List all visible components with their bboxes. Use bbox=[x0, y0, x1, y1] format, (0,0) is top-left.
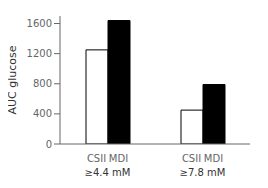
svg-text:MDI: MDI bbox=[204, 153, 223, 164]
svg-text:AUC glucose: AUC glucose bbox=[8, 45, 19, 114]
svg-text:MDI: MDI bbox=[109, 153, 128, 164]
svg-text:400: 400 bbox=[33, 108, 52, 119]
svg-text:≥7.8 mM: ≥7.8 mM bbox=[180, 167, 226, 178]
svg-text:1200: 1200 bbox=[27, 48, 52, 59]
svg-text:CSII: CSII bbox=[87, 153, 106, 164]
svg-text:800: 800 bbox=[33, 78, 52, 89]
svg-text:CSII: CSII bbox=[182, 153, 201, 164]
svg-text:0: 0 bbox=[46, 139, 52, 150]
svg-text:≥4.4 mM: ≥4.4 mM bbox=[85, 167, 131, 178]
svg-text:1600: 1600 bbox=[27, 18, 52, 29]
